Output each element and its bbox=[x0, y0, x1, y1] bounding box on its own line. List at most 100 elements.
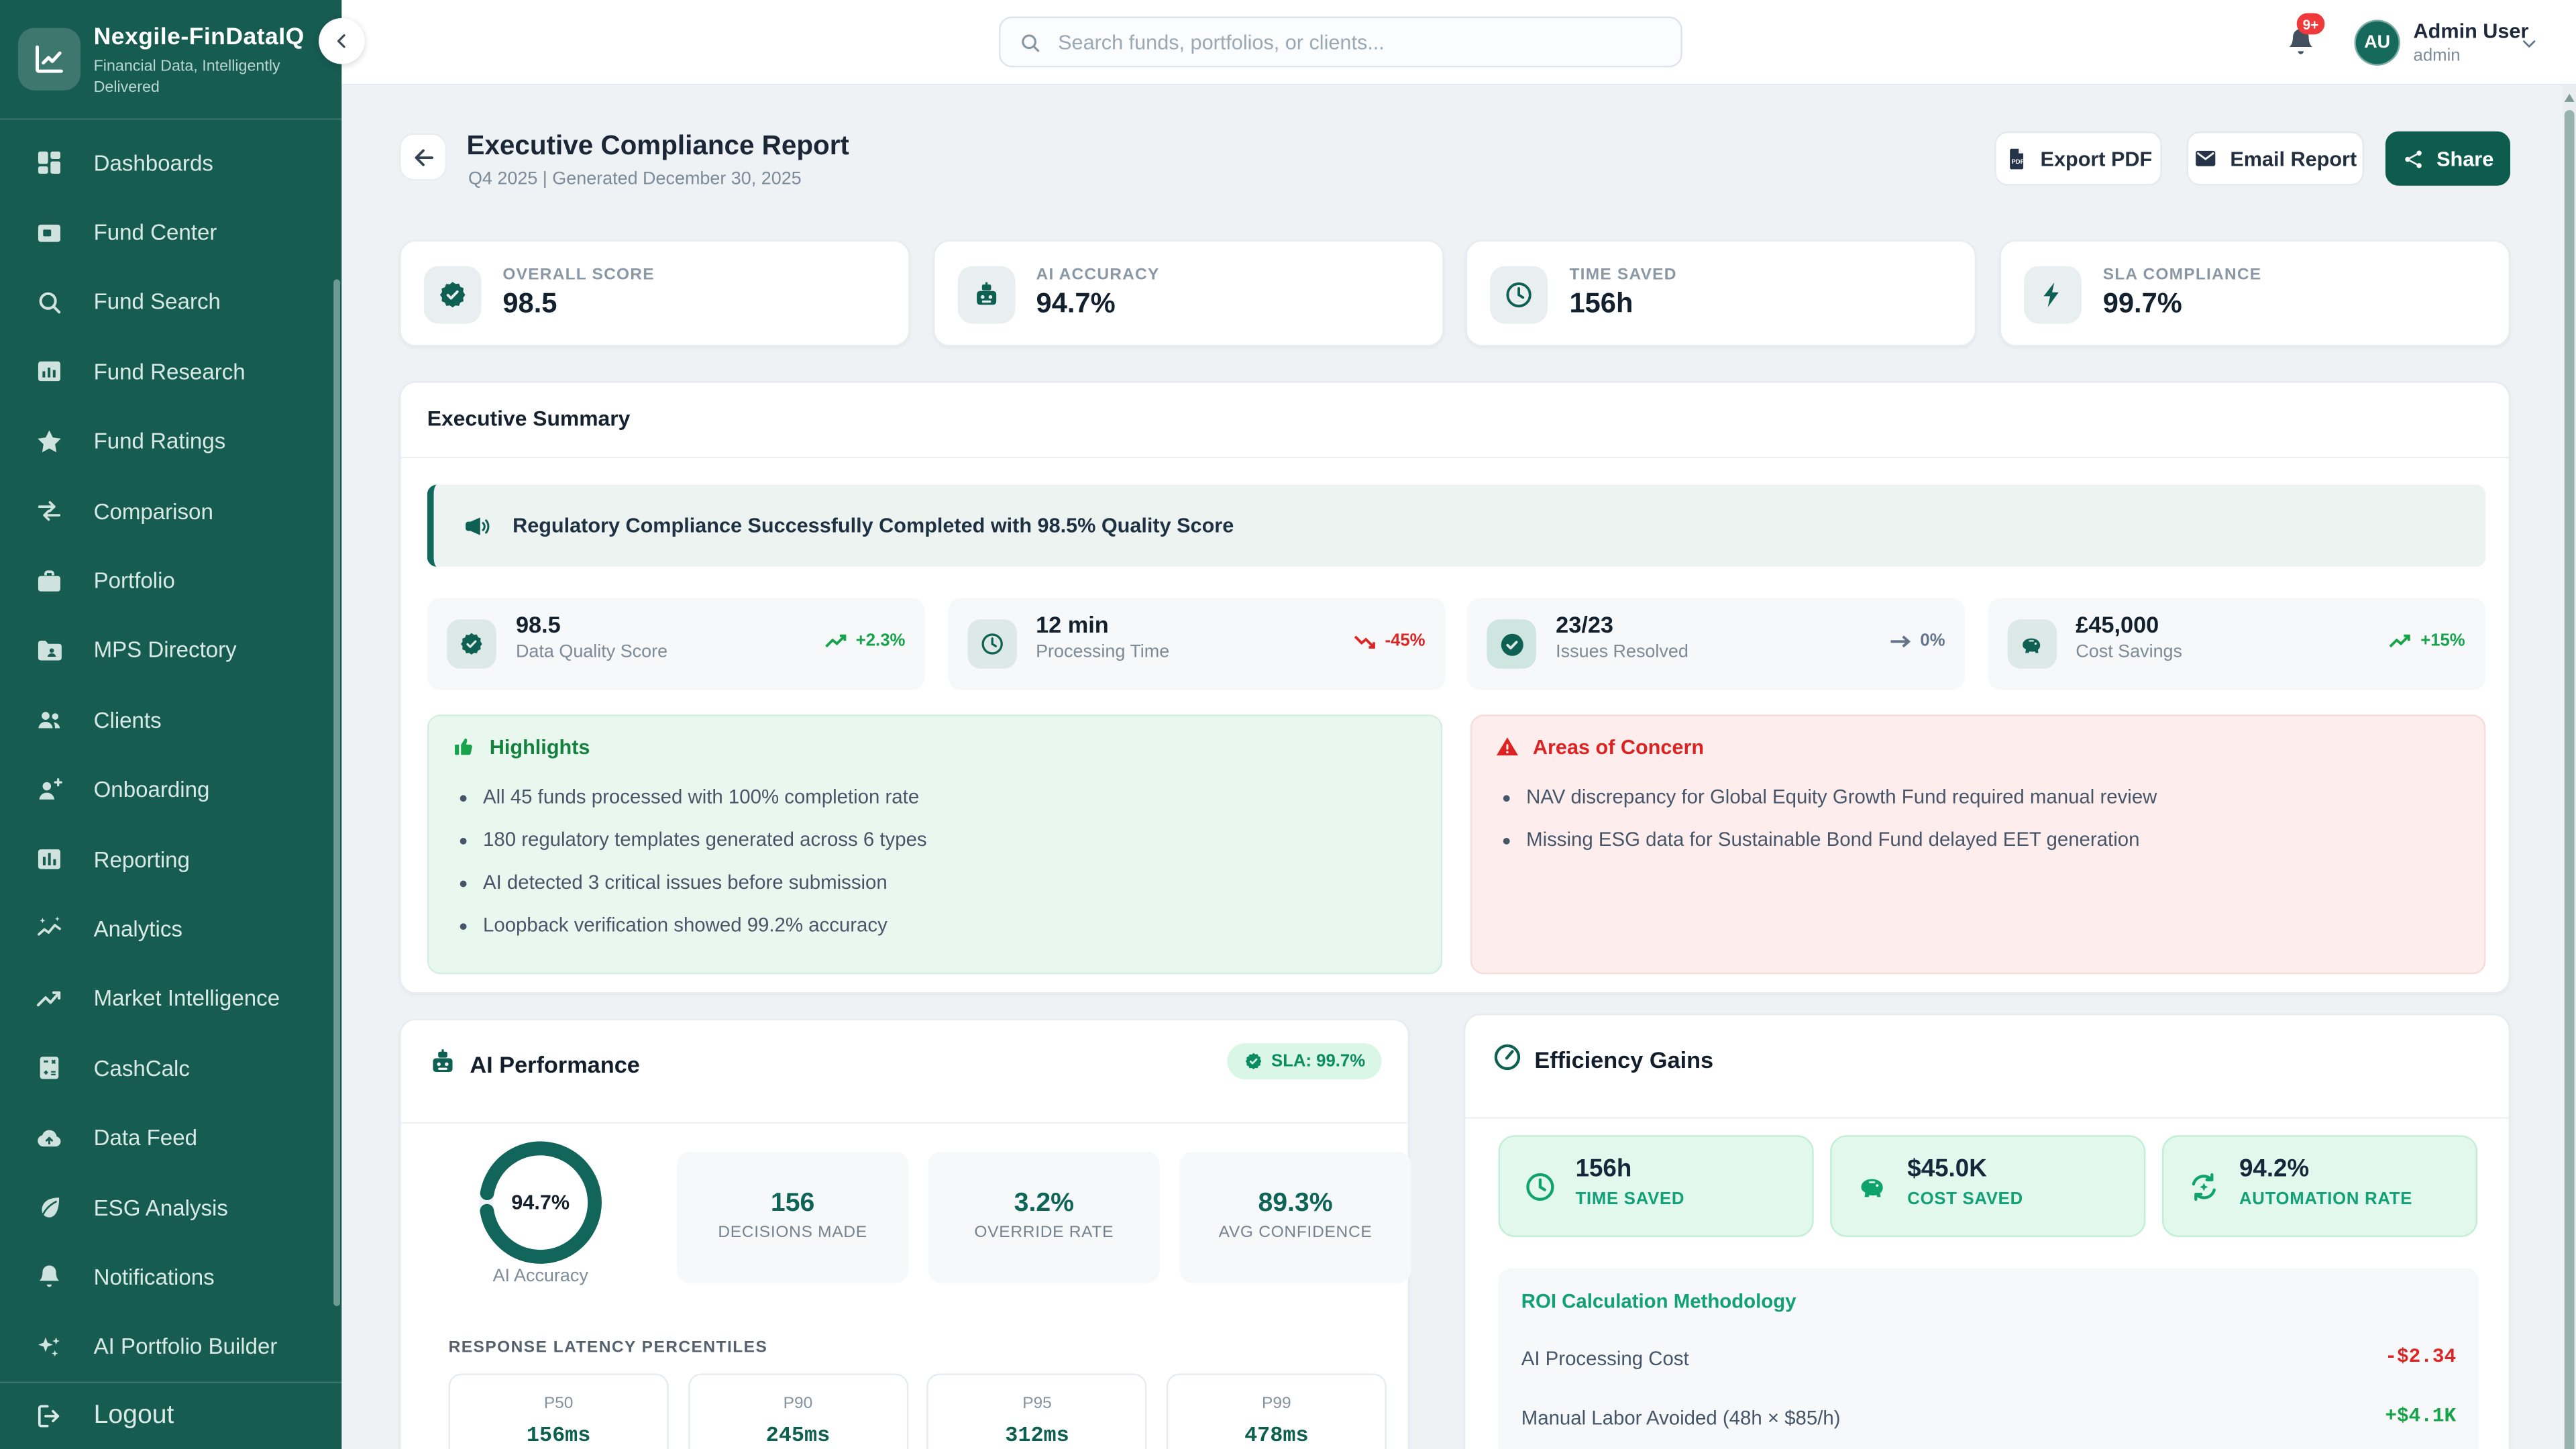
latency-card-p95: P95 312ms bbox=[926, 1373, 1148, 1449]
badge-check-icon bbox=[1243, 1051, 1263, 1071]
briefcase-icon bbox=[34, 566, 64, 596]
report-page: Executive Compliance Report Q4 2025 | Ge… bbox=[341, 85, 2576, 1449]
search-icon bbox=[34, 287, 64, 317]
trend-down: -45% bbox=[1354, 631, 1425, 651]
folder-icon bbox=[34, 636, 64, 665]
thumbs-up-icon bbox=[451, 735, 476, 759]
search-icon bbox=[1018, 30, 1041, 53]
share-button[interactable]: Share bbox=[2385, 131, 2511, 186]
executive-summary-title: Executive Summary bbox=[427, 405, 631, 431]
concerns-list: NAV discrepancy for Global Equity Growth… bbox=[1495, 775, 2157, 861]
leaf-icon bbox=[34, 1193, 64, 1222]
sidebar: Nexgile-FinDataIQ Financial Data, Intell… bbox=[0, 0, 342, 1449]
robot-icon bbox=[427, 1046, 459, 1078]
highlights-box: Highlights All 45 funds processed with 1… bbox=[427, 714, 1443, 975]
ai-accuracy-value: 94.7% bbox=[511, 1191, 570, 1214]
badge-check-icon bbox=[423, 266, 482, 324]
metric-tile-cost-savings: £45,000 Cost Savings +15% bbox=[1987, 598, 2485, 690]
scrollbar-thumb[interactable] bbox=[2564, 110, 2575, 1449]
list-item: NAV discrepancy for Global Equity Growth… bbox=[1526, 775, 2157, 818]
sidebar-nav: Dashboards Fund Center Fund Search Fund … bbox=[0, 128, 341, 1382]
main-scrollbar[interactable] bbox=[2563, 85, 2576, 1449]
sidebar-item-notifications[interactable]: Notifications bbox=[0, 1242, 341, 1312]
sidebar-item-mps-directory[interactable]: MPS Directory bbox=[0, 616, 341, 686]
email-report-button[interactable]: Email Report bbox=[2186, 131, 2365, 186]
piggy-bank-icon bbox=[1855, 1170, 1889, 1204]
sidebar-item-dashboards[interactable]: Dashboards bbox=[0, 128, 341, 198]
sidebar-item-comparison[interactable]: Comparison bbox=[0, 476, 341, 546]
efficiency-gains-title: Efficiency Gains bbox=[1534, 1046, 1714, 1073]
brand-name: Nexgile-FinDataIQ bbox=[93, 24, 305, 51]
report-card-icon bbox=[34, 845, 64, 874]
gauge-icon bbox=[1492, 1042, 1523, 1073]
brand-logo bbox=[17, 28, 80, 91]
summary-banner: Regulatory Compliance Successfully Compl… bbox=[427, 484, 2486, 567]
sidebar-item-logout[interactable]: Logout bbox=[0, 1381, 342, 1449]
zap-icon bbox=[2024, 266, 2082, 324]
list-item: Loopback verification showed 99.2% accur… bbox=[483, 904, 927, 947]
pdf-file-icon: PDF bbox=[2004, 146, 2029, 171]
list-item: AI detected 3 critical issues before sub… bbox=[483, 861, 927, 904]
sidebar-collapse-button[interactable] bbox=[319, 17, 365, 64]
notifications-button[interactable]: 9+ bbox=[2284, 13, 2325, 61]
sidebar-item-onboarding[interactable]: Onboarding bbox=[0, 755, 341, 824]
latency-heading: RESPONSE LATENCY PERCENTILES bbox=[448, 1338, 768, 1357]
wallet-icon bbox=[34, 218, 64, 248]
list-item: 180 regulatory templates generated acros… bbox=[483, 818, 927, 861]
sidebar-item-fund-research[interactable]: Fund Research bbox=[0, 337, 341, 407]
areas-of-concern-box: Areas of Concern NAV discrepancy for Glo… bbox=[1470, 714, 2486, 975]
piggy-bank-icon bbox=[2006, 619, 2056, 669]
arrow-right-icon bbox=[1889, 632, 1912, 650]
page-title: Executive Compliance Report bbox=[466, 131, 849, 161]
sidebar-item-data-feed[interactable]: Data Feed bbox=[0, 1103, 341, 1173]
badge-check-icon bbox=[447, 619, 496, 669]
sidebar-item-fund-search[interactable]: Fund Search bbox=[0, 268, 341, 337]
brand-header: Nexgile-FinDataIQ Financial Data, Intell… bbox=[0, 0, 342, 120]
users-icon bbox=[34, 705, 64, 735]
robot-icon bbox=[957, 266, 1015, 324]
clock-icon bbox=[1490, 266, 1548, 324]
scrollbar-up-arrow[interactable] bbox=[2564, 93, 2575, 102]
chart-card-icon bbox=[34, 357, 64, 386]
avatar[interactable]: AU bbox=[2354, 19, 2400, 66]
roi-methodology-box: ROI Calculation Methodology AI Processin… bbox=[1498, 1268, 2479, 1449]
sidebar-item-fund-center[interactable]: Fund Center bbox=[0, 198, 341, 268]
sidebar-scrollbar[interactable] bbox=[332, 279, 339, 1306]
clock-icon bbox=[1523, 1170, 1557, 1204]
sidebar-item-clients[interactable]: Clients bbox=[0, 686, 341, 755]
trending-up-icon bbox=[34, 984, 64, 1014]
sparkles-icon bbox=[34, 1332, 64, 1362]
highlights-header: Highlights bbox=[451, 735, 590, 759]
sidebar-item-analytics[interactable]: Analytics bbox=[0, 894, 341, 964]
export-pdf-button[interactable]: PDF Export PDF bbox=[1994, 131, 2162, 186]
back-button[interactable] bbox=[399, 133, 447, 181]
sidebar-item-esg-analysis[interactable]: ESG Analysis bbox=[0, 1173, 341, 1242]
user-menu-chevron[interactable] bbox=[2520, 34, 2538, 52]
sidebar-item-portfolio[interactable]: Portfolio bbox=[0, 546, 341, 616]
sidebar-item-cashcalc[interactable]: CashCalc bbox=[0, 1034, 341, 1104]
cloud-upload-icon bbox=[34, 1123, 64, 1152]
arrow-left-icon bbox=[410, 144, 436, 170]
trend-up: +2.3% bbox=[824, 631, 905, 651]
roi-row-label: AI Processing Cost bbox=[1521, 1347, 1689, 1371]
sidebar-item-fund-ratings[interactable]: Fund Ratings bbox=[0, 407, 341, 476]
list-item: All 45 funds processed with 100% complet… bbox=[483, 775, 927, 818]
ai-performance-card: AI Performance SLA: 99.7% 94.7% AI Accur… bbox=[399, 1018, 1411, 1449]
sidebar-item-reporting[interactable]: Reporting bbox=[0, 824, 341, 894]
topbar: 9+ AU Admin User admin bbox=[341, 0, 2576, 86]
global-search[interactable] bbox=[998, 16, 1682, 68]
compare-arrows-icon bbox=[34, 496, 64, 526]
logout-icon bbox=[34, 1401, 64, 1431]
concerns-header: Areas of Concern bbox=[1495, 735, 1704, 759]
metric-tile-processing-time: 12 min Processing Time -45% bbox=[947, 598, 1445, 690]
ai-accuracy-donut bbox=[479, 1141, 602, 1264]
ai-stat-override-rate: 3.2% OVERRIDE RATE bbox=[928, 1151, 1160, 1283]
divider bbox=[400, 456, 2509, 459]
analytics-sparkline-icon bbox=[34, 914, 64, 944]
search-input[interactable] bbox=[1055, 28, 1646, 56]
sidebar-item-market-intelligence[interactable]: Market Intelligence bbox=[0, 964, 341, 1034]
sidebar-item-ai-portfolio-builder[interactable]: AI Portfolio Builder bbox=[0, 1312, 341, 1382]
latency-card-p50: P50 156ms bbox=[448, 1373, 669, 1449]
chart-line-icon bbox=[32, 41, 68, 77]
